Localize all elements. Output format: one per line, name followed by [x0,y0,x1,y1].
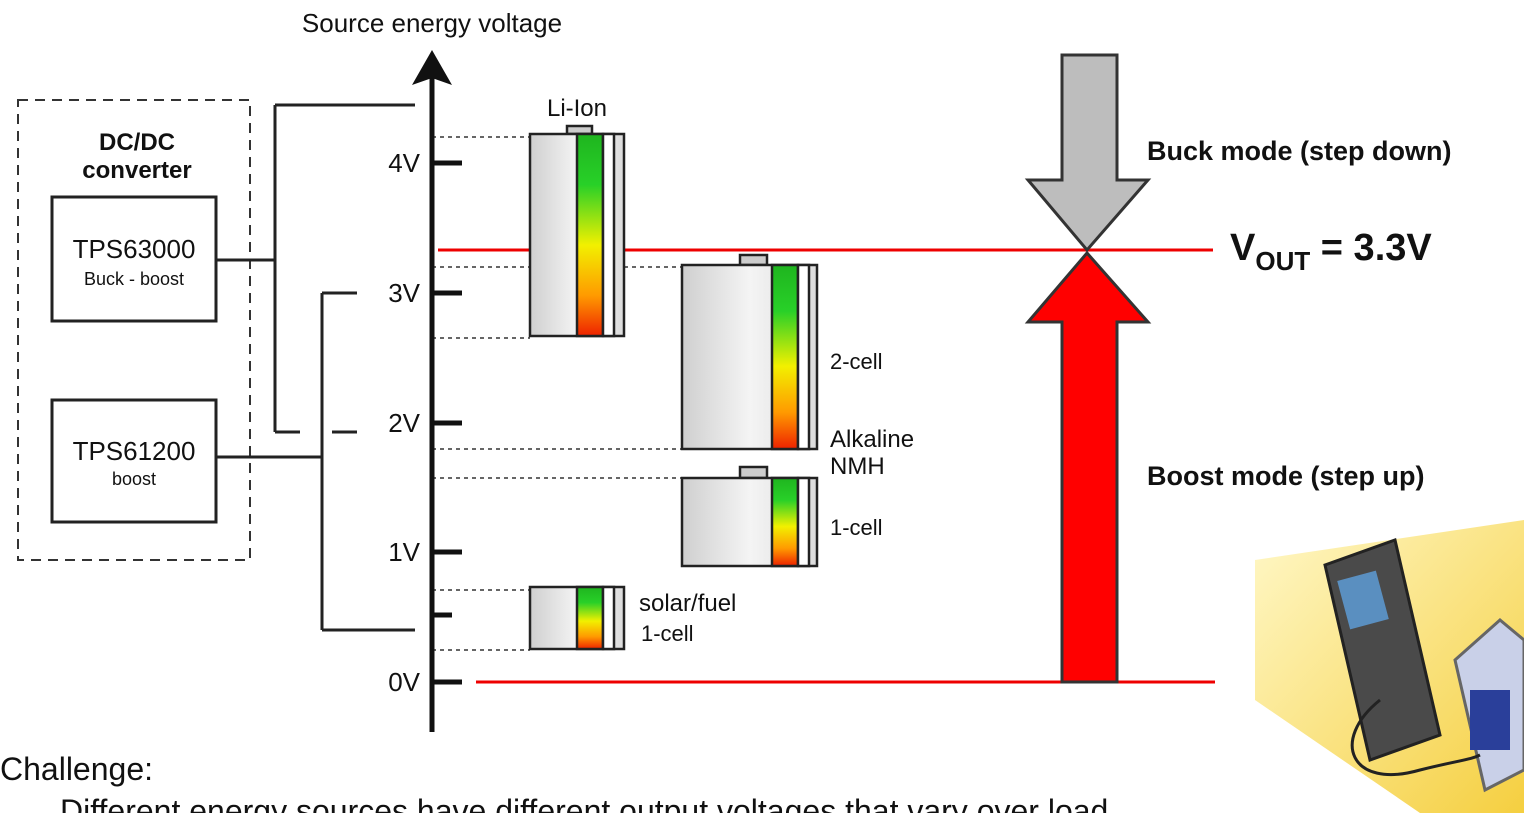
battery-label: NMH [830,453,885,480]
device-mode: boost [112,469,156,489]
tick-label: 4V [388,148,420,178]
battery [528,585,626,651]
axis-title: Source energy voltage [302,8,562,38]
ticks [432,160,462,685]
tick-label: 0V [388,667,420,697]
level-lines [432,136,682,651]
converter-title: DC/DC [99,129,175,156]
body-text: Different energy sources have different … [60,793,1108,813]
buck-arrow [1024,53,1152,253]
tick-label: 2V [388,408,420,438]
battery-label: solar/fuel [639,590,736,617]
tick-label: 3V [388,278,420,308]
buck-label: Buck mode (step down) [1147,136,1452,166]
converter-box [17,99,251,561]
axis-arrow [412,50,452,85]
vout-label: VOUT = 3.3V [1230,227,1432,276]
device-name: TPS61200 [73,436,196,466]
battery-label: 1-cell [641,621,694,646]
battery-label: Alkaline [830,426,914,453]
device-mode: Buck - boost [84,269,184,289]
converter-title: converter [82,157,191,184]
vout-subscript: OUT [1255,246,1310,276]
battery-label: 2-cell [830,349,883,374]
vout-symbol: V [1230,227,1256,269]
connections [216,103,415,632]
battery [680,253,819,451]
battery-label: 1-cell [830,515,883,540]
boost-label: Boost mode (step up) [1147,461,1425,491]
vout-value: = 3.3V [1310,227,1432,269]
device-box [50,195,218,323]
battery [528,124,626,338]
tick-label: 1V [388,537,420,567]
battery-label: Li-Ion [547,95,607,122]
battery [680,465,819,568]
heading: Challenge: [0,751,153,787]
boost-arrow [1024,250,1152,684]
device-name: TPS63000 [73,234,196,264]
phone-image [1255,520,1524,813]
device-box [50,398,218,524]
